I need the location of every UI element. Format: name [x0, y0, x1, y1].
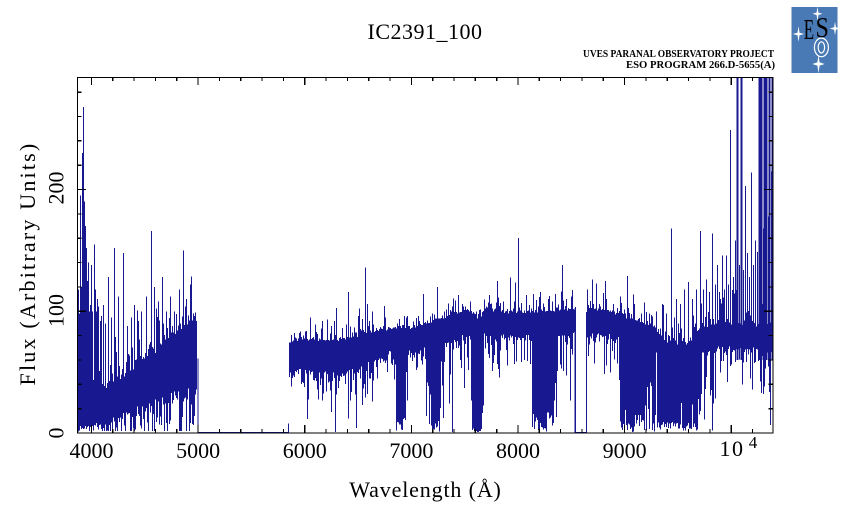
svg-text:UVES PARANAL OBSERVATORY PROJE: UVES PARANAL OBSERVATORY PROJECT	[583, 48, 775, 60]
svg-text:6000: 6000	[283, 438, 327, 463]
svg-text:0: 0	[44, 428, 69, 439]
svg-text:5000: 5000	[176, 438, 220, 463]
svg-text:4000: 4000	[70, 438, 114, 463]
svg-text:4: 4	[749, 433, 758, 452]
svg-text:7000: 7000	[389, 438, 433, 463]
svg-text:IC2391_100: IC2391_100	[368, 19, 483, 44]
svg-text:Wavelength (Å): Wavelength (Å)	[349, 477, 501, 502]
svg-text:100: 100	[44, 294, 69, 327]
svg-text:E: E	[804, 15, 814, 46]
svg-text:ESO PROGRAM 266.D-5655(A): ESO PROGRAM 266.D-5655(A)	[626, 59, 775, 71]
svg-text:200: 200	[44, 172, 69, 205]
svg-text:Flux (Arbitrary Units): Flux (Arbitrary Units)	[15, 142, 40, 386]
svg-text:8000: 8000	[496, 438, 540, 463]
svg-text:9000: 9000	[603, 438, 647, 463]
svg-text:10: 10	[720, 436, 745, 461]
svg-text:S: S	[816, 13, 829, 44]
